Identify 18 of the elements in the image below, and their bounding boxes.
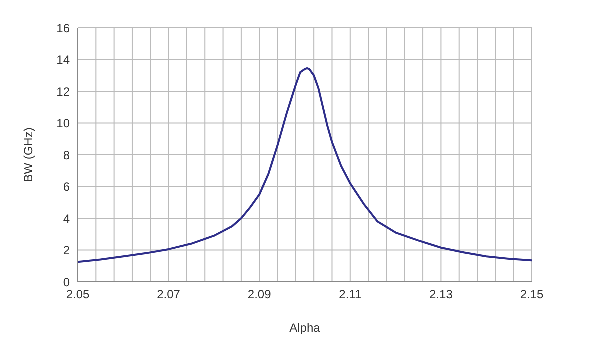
- y-tick-label: 10: [56, 116, 70, 131]
- x-tick-label: 2.13: [430, 288, 454, 302]
- x-tick-label: 2.07: [157, 288, 181, 302]
- x-tick-label: 2.05: [66, 288, 90, 302]
- y-tick-label: 2: [63, 244, 70, 258]
- x-tick-label: 2.11: [339, 288, 362, 302]
- x-tick-label: 2.15: [520, 288, 544, 302]
- y-tick-label: 6: [63, 180, 70, 194]
- y-axis-title: BW (GHz): [21, 128, 36, 182]
- y-tick-label: 12: [56, 84, 70, 99]
- y-tick-label: 14: [56, 53, 70, 68]
- y-tick-label: 4: [63, 212, 70, 226]
- x-axis-title: Alpha: [290, 321, 321, 335]
- y-tick-label: 0: [63, 275, 70, 290]
- line-series: [78, 67, 532, 264]
- y-tick-label: 16: [56, 21, 70, 36]
- x-tick-label: 2.09: [248, 288, 272, 302]
- y-tick-label: 8: [63, 148, 70, 162]
